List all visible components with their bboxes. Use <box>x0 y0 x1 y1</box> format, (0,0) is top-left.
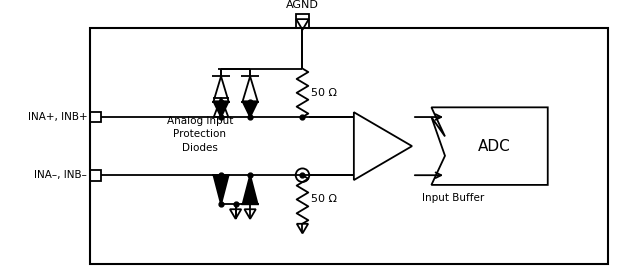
Polygon shape <box>243 102 258 117</box>
Text: AGND: AGND <box>286 0 319 11</box>
Polygon shape <box>213 175 229 204</box>
Bar <box>431 107 548 185</box>
Polygon shape <box>213 102 229 117</box>
Bar <box>296 14 309 28</box>
Bar <box>90 28 608 265</box>
Text: Input Buffer: Input Buffer <box>422 193 484 203</box>
Text: ADC: ADC <box>478 138 511 154</box>
Text: INA+, INB+: INA+, INB+ <box>28 112 87 122</box>
Bar <box>90 112 101 122</box>
Bar <box>90 170 101 181</box>
Text: Analog Input
Protection
Diodes: Analog Input Protection Diodes <box>166 116 233 153</box>
Text: 50 Ω: 50 Ω <box>311 88 337 98</box>
Text: 50 Ω: 50 Ω <box>311 194 337 204</box>
Text: INA–, INB–: INA–, INB– <box>34 170 87 180</box>
Polygon shape <box>243 175 258 204</box>
